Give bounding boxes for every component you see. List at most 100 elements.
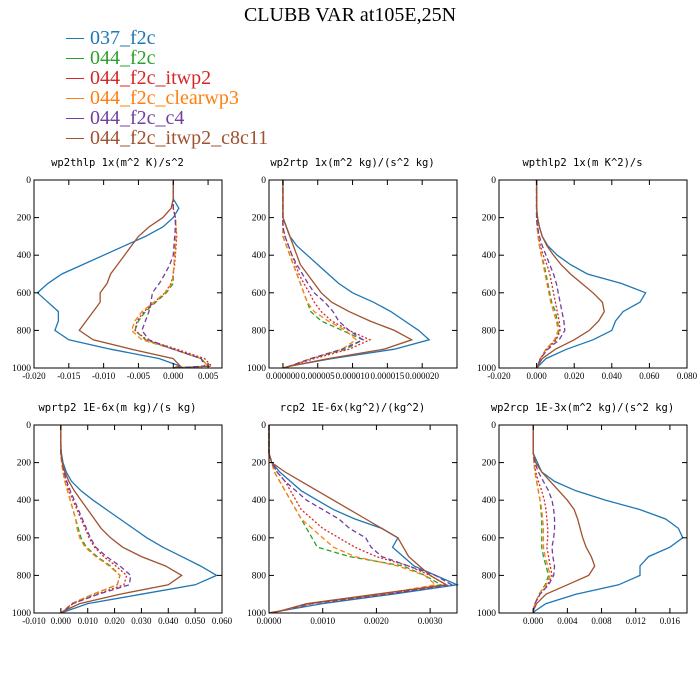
- y-tick-label: 600: [482, 289, 497, 299]
- series-line: [268, 425, 437, 614]
- y-tick-label: 1000: [247, 609, 266, 619]
- y-tick-label: 200: [17, 214, 32, 224]
- panel-title: wp2thlp 1x(m^2 K)/s^2: [51, 157, 184, 169]
- y-tick-label: 1000: [12, 364, 31, 374]
- legend-label: 044_f2c_itwp2_c8c11: [90, 127, 269, 149]
- x-tick-label: 0.000005: [301, 371, 335, 381]
- x-tick-label: 0.000: [523, 616, 544, 626]
- x-tick-label: 0.050: [185, 616, 206, 626]
- legend-swatch: [66, 57, 84, 59]
- panel-title: rcp2 1E-6x(kg^2)/(kg^2): [279, 402, 426, 414]
- y-tick-label: 800: [252, 326, 267, 336]
- y-tick-label: 600: [482, 534, 497, 544]
- x-tick-label: 0.000020: [405, 371, 439, 381]
- y-tick-label: 400: [252, 251, 267, 261]
- series-line: [282, 180, 365, 369]
- y-tick-label: 400: [17, 496, 32, 506]
- x-tick-label: 0.020: [104, 616, 125, 626]
- y-tick-label: 0: [261, 421, 266, 431]
- legend-item: 037_f2c: [66, 28, 268, 48]
- plot-svg: 0 200 400 600 800 1000-0.020 0.000 0.020 0.040 0.…: [477, 176, 698, 381]
- series-line: [532, 425, 551, 613]
- series-line: [78, 180, 182, 369]
- y-tick-label: 400: [17, 251, 32, 261]
- legend-label: 044_f2c_clearwp3: [90, 87, 239, 109]
- series-line: [268, 425, 449, 614]
- legend-swatch: [66, 117, 84, 119]
- plot-svg: 0 200 400 600 800 1000 0.000 0.004 0.008 0.012 0.0…: [477, 421, 688, 626]
- series-line: [535, 180, 566, 369]
- y-tick-label: 800: [482, 326, 497, 336]
- x-tick-label: 0.000: [163, 371, 184, 381]
- series-line: [282, 180, 414, 369]
- y-tick-label: 200: [252, 459, 267, 469]
- panel-rcp2: rcp2 1E-6x(kg^2)/(kg^2) 0 200 400 600 800 100…: [235, 400, 470, 630]
- legend-label: 044_f2c_c4: [90, 107, 185, 129]
- series-line: [268, 425, 449, 614]
- y-tick-label: 400: [252, 496, 267, 506]
- y-tick-label: 200: [17, 459, 32, 469]
- panel-wpthlp2: wpthlp2 1x(m K^2)/s 0 200 400 600 800 1000 -0.…: [465, 155, 700, 385]
- x-tick-label: 0.000000: [266, 371, 300, 381]
- x-tick-label: 0.000015: [370, 371, 404, 381]
- y-tick-label: 0: [491, 421, 496, 431]
- plot-svg: 0 200 400 600 800 1000-0.010 0.000 0.010 0.020 0.…: [12, 421, 233, 626]
- x-tick-label: 0.010: [78, 616, 99, 626]
- x-tick-label: 0.008: [591, 616, 612, 626]
- y-tick-label: 600: [252, 289, 267, 299]
- plot-svg: 0 200 400 600 800 1000-0.020 -0.015 -0.010 -0.00…: [12, 176, 223, 381]
- y-tick-label: 0: [491, 176, 496, 186]
- x-tick-label: -0.020: [22, 371, 46, 381]
- y-tick-label: 0: [261, 176, 266, 186]
- y-tick-label: 800: [17, 326, 32, 336]
- legend-item: 044_f2c_clearwp3: [66, 88, 268, 108]
- x-tick-label: 0.030: [131, 616, 152, 626]
- y-tick-label: 200: [482, 214, 497, 224]
- x-tick-label: 0.080: [677, 371, 698, 381]
- x-tick-label: -0.010: [92, 371, 116, 381]
- series-line: [282, 180, 358, 369]
- x-tick-label: 0.012: [626, 616, 646, 626]
- y-tick-label: 1000: [477, 609, 496, 619]
- y-tick-label: 1000: [12, 609, 31, 619]
- series-line: [532, 425, 596, 613]
- x-tick-label: 0.016: [660, 616, 681, 626]
- x-tick-label: -0.015: [57, 371, 81, 381]
- panel-title: wp2rcp 1E-3x(m^2 kg)/(s^2 kg): [490, 402, 675, 414]
- legend-item: 044_f2c_itwp2: [66, 68, 268, 88]
- legend-swatch: [66, 97, 84, 99]
- x-tick-label: 0.040: [602, 371, 623, 381]
- x-tick-label: 0.020: [564, 371, 585, 381]
- x-tick-label: 0.060: [212, 616, 233, 626]
- y-tick-label: 0: [26, 421, 31, 431]
- series-line: [282, 180, 365, 369]
- legend-label: 037_f2c: [90, 27, 156, 49]
- legend-item: 044_f2c_itwp2_c8c11: [66, 128, 268, 148]
- x-tick-label: 0.000: [526, 371, 547, 381]
- series-line: [535, 180, 559, 369]
- y-tick-label: 200: [252, 214, 267, 224]
- panel-wp2thlp: wp2thlp 1x(m^2 K)/s^2 0 200 400 600 800 1000-…: [0, 155, 235, 385]
- panel-title: wpthlp2 1x(m K^2)/s: [522, 157, 643, 169]
- x-tick-label: 0.0020: [364, 616, 389, 626]
- legend-label: 044_f2c: [90, 47, 156, 69]
- series-line: [268, 425, 454, 614]
- panel-title: wprtp2 1E-6x(m kg)/(s kg): [38, 402, 197, 414]
- y-tick-label: 400: [482, 496, 497, 506]
- chart-title: CLUBB VAR at105E,25N: [243, 4, 457, 26]
- x-tick-label: 0.0000: [257, 616, 282, 626]
- series-line: [141, 180, 206, 369]
- x-tick-label: 0.000010: [336, 371, 370, 381]
- y-tick-label: 800: [252, 571, 267, 581]
- series-line: [535, 180, 560, 369]
- legend-swatch: [66, 77, 84, 79]
- series-line: [532, 425, 556, 613]
- plot-frame: [33, 424, 223, 614]
- y-tick-label: 600: [252, 534, 267, 544]
- x-tick-label: -0.005: [127, 371, 151, 381]
- panel-wp2rcp: wp2rcp 1E-3x(m^2 kg)/(s^2 kg) 0 200 400 600…: [465, 400, 700, 630]
- panel-title: wp2rtp 1x(m^2 kg)/(s^2 kg): [270, 157, 435, 169]
- plot-frame: [268, 424, 458, 614]
- legend-item: 044_f2c_c4: [66, 108, 268, 128]
